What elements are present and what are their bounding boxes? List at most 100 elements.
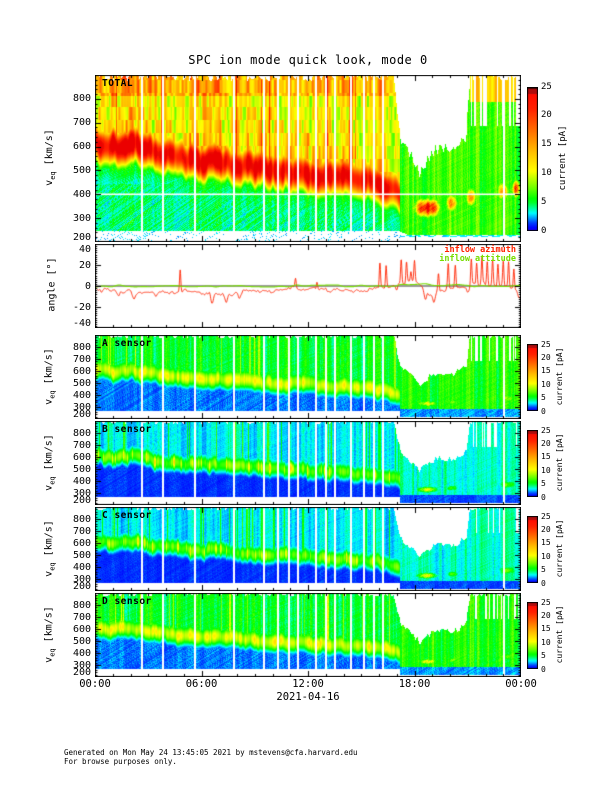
colorbar-b — [527, 430, 538, 497]
colorbar-tick-label: 15 — [541, 624, 551, 634]
colorbar-tick-label: 20 — [541, 610, 551, 620]
y-tick-label: 700 — [72, 117, 91, 129]
panel-d-sensor: D sensor — [95, 593, 521, 677]
y-tick-label: 500 — [72, 377, 91, 389]
panel-d-label: D sensor — [102, 596, 152, 607]
figure-title: SPC ion mode quick look, mode 0 — [188, 53, 428, 67]
x-tick-1200: 12:00 — [292, 678, 324, 690]
y-tick-label: 600 — [72, 623, 91, 635]
panel-total-label: TOTAL — [102, 78, 134, 89]
b-sensor-spectrogram-canvas — [95, 421, 521, 505]
colorbar-tick-label: 25 — [541, 339, 551, 349]
panel-b-label: B sensor — [102, 424, 152, 435]
colorbar-tick-label: 25 — [541, 511, 551, 521]
d-sensor-spectrogram-canvas — [95, 593, 521, 677]
colorbar-b-title: current [pA] — [555, 433, 564, 492]
panel-total: TOTAL — [95, 75, 521, 242]
y-tick-label: 800 — [72, 341, 91, 353]
colorbar-tick-label: 0 — [541, 578, 546, 588]
colorbar-tick-label: 25 — [541, 425, 551, 435]
x-tick-1800: 18:00 — [398, 678, 431, 690]
y-tick-label: 200 — [72, 231, 91, 243]
y-tick-label: 800 — [72, 513, 91, 525]
colorbar-a — [527, 344, 538, 411]
y-tick-label: 800 — [72, 93, 91, 105]
y-tick-label: 700 — [72, 525, 91, 537]
colorbar-tick-label: 20 — [541, 524, 551, 534]
colorbar-tick-label: 25 — [541, 597, 551, 607]
x-tick-0000-right: 00:00 — [505, 678, 537, 690]
colorbar-a-title: current [pA] — [555, 347, 564, 406]
colorbar-tick-label: 5 — [541, 393, 546, 403]
y-tick-label: 600 — [72, 537, 91, 549]
y-tick-label: 200 — [72, 408, 91, 420]
colorbar-c-title: current [pA] — [555, 519, 564, 578]
colorbar-tick-label: 15 — [541, 366, 551, 376]
y-tick-label: 400 — [72, 475, 91, 487]
panel-b-sensor: B sensor — [95, 421, 521, 505]
y-tick-label: 500 — [72, 164, 91, 176]
panel-angle: inflow azimuth inflow attitude — [95, 244, 521, 328]
y-tick-label: 700 — [72, 439, 91, 451]
y-tick-label: 600 — [72, 141, 91, 153]
y-tick-label: 200 — [72, 580, 91, 592]
y-tick-label: 200 — [72, 494, 91, 506]
colorbar-tick-label: 10 — [541, 551, 551, 561]
y-tick-label: 300 — [72, 659, 91, 671]
y-tick-label: 500 — [72, 463, 91, 475]
y-tick-label: 400 — [72, 188, 91, 200]
y-tick-label: 500 — [72, 549, 91, 561]
colorbar-tick-label: 5 — [541, 565, 546, 575]
y-tick-label: 0 — [84, 280, 91, 292]
angle-line-canvas — [95, 244, 521, 328]
colorbar-d-title: current [pA] — [555, 605, 564, 664]
colorbar-tick-label: 10 — [541, 379, 551, 389]
y-tick-label: 400 — [72, 647, 91, 659]
x-axis-date-label: 2021-04-16 — [276, 691, 340, 703]
colorbar-tick-label: 5 — [541, 196, 547, 207]
y-tick-label: 300 — [72, 573, 91, 585]
colorbar-tick-label: 15 — [541, 139, 552, 150]
y-tick-label: 300 — [72, 212, 91, 224]
colorbar-tick-label: 20 — [541, 352, 551, 362]
colorbar-c — [527, 516, 538, 583]
y-tick-label: -40 — [72, 317, 91, 329]
colorbar-tick-label: 5 — [541, 651, 546, 661]
panel-c-label: C sensor — [102, 510, 152, 521]
y-tick-label: 800 — [72, 599, 91, 611]
a-sensor-spectrogram-canvas — [95, 335, 521, 419]
colorbar-d — [527, 602, 538, 669]
x-tick-0600: 06:00 — [185, 678, 218, 690]
y-tick-label: 400 — [72, 561, 91, 573]
panel-a-label: A sensor — [102, 338, 152, 349]
footer-generated-line: Generated on Mon May 24 13:45:05 2021 by… — [64, 748, 358, 757]
colorbar-tick-label: 20 — [541, 438, 551, 448]
panel-a-sensor: A sensor — [95, 335, 521, 419]
y-tick-label: 600 — [72, 451, 91, 463]
colorbar-tick-label: 0 — [541, 492, 546, 502]
total-spectrogram-canvas — [95, 75, 521, 242]
x-tick-0000-left: 00:00 — [79, 678, 111, 690]
y-tick-label: 500 — [72, 635, 91, 647]
colorbar-total — [527, 87, 538, 231]
y-tick-label: 300 — [72, 487, 91, 499]
y-tick-label: 20 — [78, 259, 91, 271]
colorbar-tick-label: 10 — [541, 637, 551, 647]
c-sensor-spectrogram-canvas — [95, 507, 521, 591]
y-tick-label: 300 — [72, 401, 91, 413]
footer-browse-line: For browse purposes only. — [64, 757, 177, 766]
colorbar-tick-label: 0 — [541, 664, 546, 674]
y-tick-label: 800 — [72, 427, 91, 439]
y-tick-label: 40 — [78, 243, 91, 255]
colorbar-tick-label: 5 — [541, 479, 546, 489]
y-tick-label: 400 — [72, 389, 91, 401]
colorbar-tick-label: 0 — [541, 225, 547, 236]
colorbar-tick-label: 25 — [541, 81, 552, 92]
legend-inflow-azimuth: inflow azimuth — [444, 245, 516, 255]
y-tick-label: 700 — [72, 611, 91, 623]
legend-inflow-attitude: inflow attitude — [439, 254, 516, 264]
colorbar-tick-label: 10 — [541, 167, 552, 178]
y-tick-label: 700 — [72, 353, 91, 365]
y-tick-label: -20 — [72, 301, 91, 313]
